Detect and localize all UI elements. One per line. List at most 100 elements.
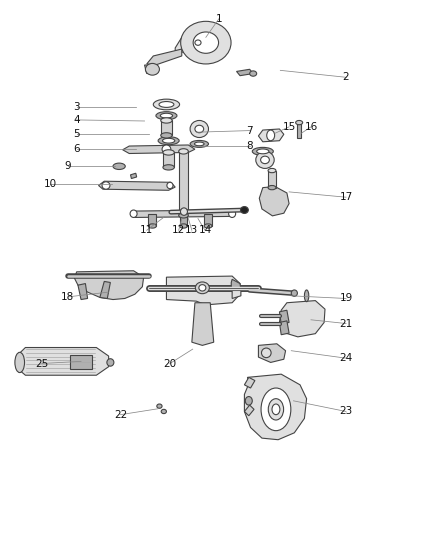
Text: 5: 5 [73,130,80,139]
Ellipse shape [204,224,212,228]
Bar [297,123,301,138]
Ellipse shape [229,210,236,217]
Text: 25: 25 [35,359,48,368]
Polygon shape [17,348,109,375]
Text: 4: 4 [73,115,80,125]
Polygon shape [78,284,88,300]
Ellipse shape [179,213,188,218]
Ellipse shape [102,182,110,189]
Ellipse shape [190,141,208,147]
Text: 6: 6 [73,144,80,154]
Text: 14: 14 [198,225,212,235]
Polygon shape [147,49,182,65]
Polygon shape [244,374,307,440]
Ellipse shape [153,99,180,110]
Ellipse shape [190,120,208,138]
Text: 1: 1 [215,14,223,23]
Ellipse shape [304,290,309,302]
Polygon shape [123,145,195,154]
Ellipse shape [261,156,269,164]
Bar [148,214,156,226]
Polygon shape [279,301,325,337]
Ellipse shape [163,150,174,155]
Ellipse shape [257,149,269,154]
Polygon shape [259,187,289,216]
Ellipse shape [195,40,201,45]
Text: 3: 3 [73,102,80,111]
Polygon shape [244,405,254,416]
Ellipse shape [195,282,209,294]
Text: 16: 16 [304,122,318,132]
Text: 17: 17 [339,192,353,202]
Ellipse shape [180,21,231,64]
Ellipse shape [250,71,257,76]
Text: 15: 15 [283,122,296,132]
Bar [180,214,187,226]
Ellipse shape [268,168,276,173]
Polygon shape [192,303,214,345]
Ellipse shape [179,149,188,154]
Polygon shape [134,210,232,217]
Ellipse shape [267,130,275,141]
Ellipse shape [148,224,156,228]
Ellipse shape [113,163,125,169]
Ellipse shape [161,118,172,123]
Ellipse shape [161,133,172,138]
Ellipse shape [161,409,166,414]
Ellipse shape [130,210,137,217]
Ellipse shape [252,147,273,156]
Polygon shape [99,181,175,190]
Text: 12: 12 [172,225,185,235]
Polygon shape [279,310,289,324]
Ellipse shape [268,399,284,420]
Ellipse shape [159,101,174,108]
Ellipse shape [261,348,271,358]
Ellipse shape [194,142,204,146]
Ellipse shape [296,120,303,125]
Ellipse shape [163,165,174,170]
Bar [163,152,174,167]
Ellipse shape [167,182,173,189]
Text: 11: 11 [140,225,153,235]
Polygon shape [237,69,253,76]
Polygon shape [131,173,137,179]
Polygon shape [279,321,289,335]
Bar [70,355,92,369]
Bar [204,214,212,226]
Bar [268,171,276,188]
Ellipse shape [272,404,280,415]
Ellipse shape [157,404,162,408]
Text: 19: 19 [339,294,353,303]
Text: 13: 13 [185,225,198,235]
Ellipse shape [156,112,177,120]
Ellipse shape [193,32,219,53]
Polygon shape [100,281,110,298]
Text: 21: 21 [339,319,353,328]
Ellipse shape [160,114,173,118]
Text: 8: 8 [246,141,253,151]
Text: 9: 9 [64,161,71,171]
Text: 7: 7 [246,126,253,135]
Polygon shape [258,344,286,362]
Text: 23: 23 [339,407,353,416]
Ellipse shape [199,285,206,291]
Ellipse shape [180,224,187,228]
Ellipse shape [195,125,204,133]
Bar [179,151,188,215]
Ellipse shape [291,290,297,296]
Polygon shape [166,276,240,305]
Ellipse shape [256,151,274,168]
Polygon shape [258,129,284,142]
Polygon shape [231,279,241,294]
Ellipse shape [240,207,248,213]
Polygon shape [145,65,158,74]
Text: 10: 10 [44,179,57,189]
Text: 2: 2 [343,72,350,82]
Ellipse shape [162,145,171,154]
Ellipse shape [245,397,252,405]
Ellipse shape [261,388,291,431]
Ellipse shape [268,185,276,190]
Polygon shape [74,271,144,300]
Text: 18: 18 [61,292,74,302]
Text: 22: 22 [114,410,127,419]
